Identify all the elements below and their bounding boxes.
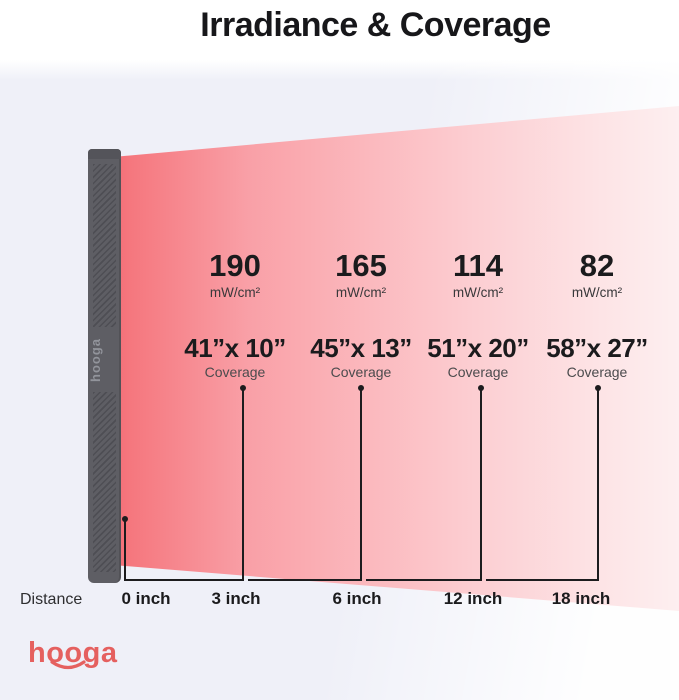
coverage-size: 45”x 13” — [310, 333, 412, 363]
distance-axis-label: Distance — [20, 591, 83, 608]
irradiance-value: 82 — [579, 248, 615, 283]
bracket-3-6 — [248, 579, 362, 581]
panel-top-cap — [88, 149, 121, 159]
irradiance-unit: mW/cm² — [335, 285, 387, 300]
distance-label-6inch: 6 inch — [332, 589, 382, 608]
irradiance-unit: mW/cm² — [571, 285, 623, 300]
brand-logo: hooga — [28, 637, 118, 677]
coverage-size: 58”x 27” — [546, 333, 648, 363]
tick-line-18inch — [597, 388, 599, 581]
coverage-caption: Coverage — [566, 364, 628, 380]
irradiance-value: 190 — [209, 248, 261, 283]
coverage-size: 51”x 20” — [427, 333, 529, 363]
distance-label-3inch: 3 inch — [211, 589, 261, 608]
distance-label-18inch: 18 inch — [551, 589, 611, 608]
stat-column-6inch: 165 mW/cm² 45”x 13” Coverage — [286, 250, 436, 380]
tick-line-3inch — [242, 388, 244, 581]
panel-vents-top — [93, 164, 116, 327]
coverage-caption: Coverage — [330, 364, 392, 380]
coverage-caption: Coverage — [447, 364, 509, 380]
distance-label-12inch: 12 inch — [443, 589, 503, 608]
smile-icon — [50, 660, 86, 670]
tick-line-0inch — [124, 519, 126, 581]
light-beam — [113, 106, 679, 611]
stat-column-3inch: 190 mW/cm² 41”x 10” Coverage — [160, 250, 310, 380]
distance-label-0inch: 0 inch — [121, 589, 171, 608]
stat-column-18inch: 82 mW/cm² 58”x 27” Coverage — [522, 250, 672, 380]
stat-column-12inch: 114 mW/cm² 51”x 20” Coverage — [403, 250, 553, 380]
page-title: Irradiance & Coverage — [200, 6, 551, 44]
tick-line-6inch — [360, 388, 362, 581]
tick-line-12inch — [480, 388, 482, 581]
coverage-size: 41”x 10” — [184, 333, 286, 363]
brand-logo-text: hooga — [28, 637, 118, 669]
bracket-6-12 — [366, 579, 482, 581]
bracket-12-18 — [486, 579, 599, 581]
bracket-0-3 — [124, 579, 244, 581]
coverage-caption: Coverage — [204, 364, 266, 380]
irradiance-unit: mW/cm² — [452, 285, 504, 300]
panel-brand-label: hooga — [88, 338, 103, 382]
panel-vents-bottom — [93, 392, 116, 572]
irradiance-value: 114 — [452, 248, 503, 283]
irradiance-unit: mW/cm² — [209, 285, 261, 300]
irradiance-value: 165 — [335, 248, 387, 283]
led-panel-device: hooga — [88, 149, 121, 583]
